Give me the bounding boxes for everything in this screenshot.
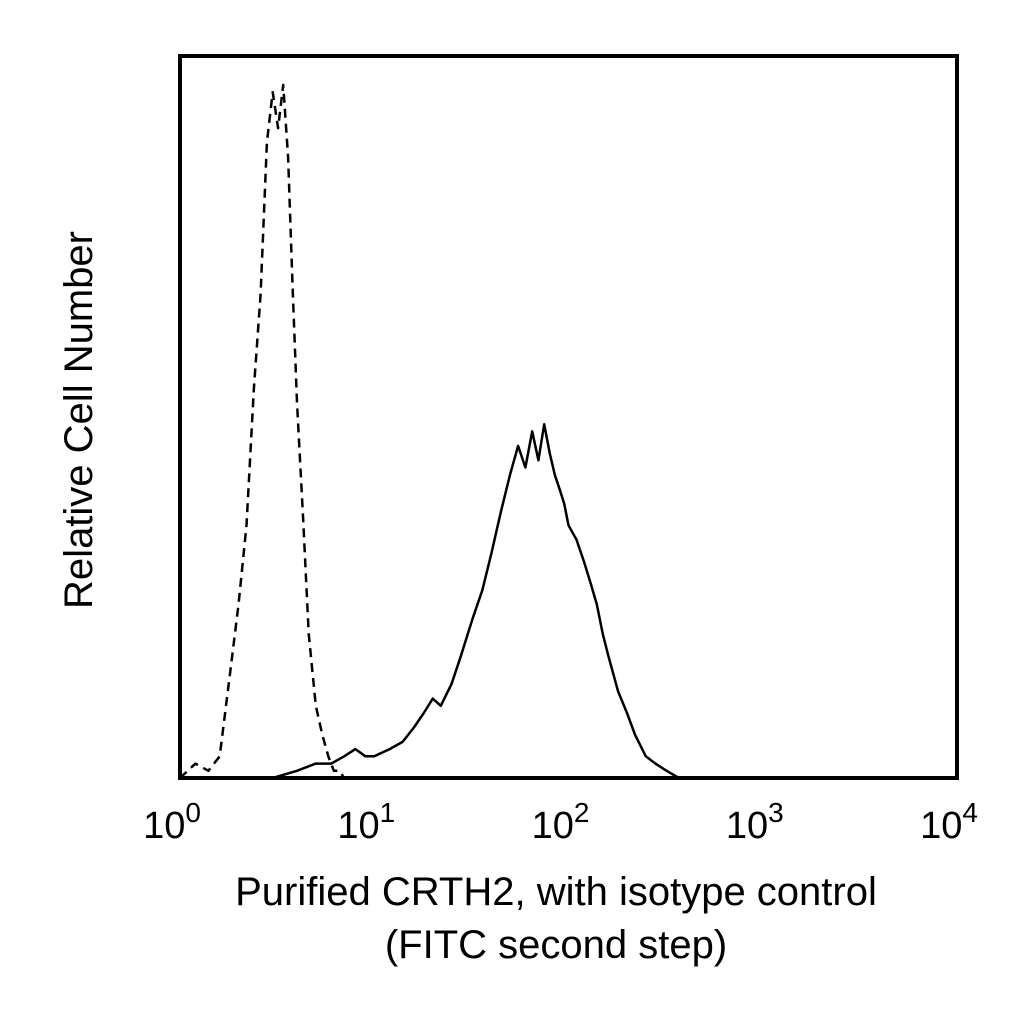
crth2-histogram: [272, 422, 680, 780]
x-tick-label: 101: [337, 797, 395, 847]
isotype-control-histogram: [179, 83, 346, 779]
x-tick-labels: 100 101 102 103 104: [143, 797, 978, 847]
x-tick-label: 102: [532, 797, 590, 847]
x-axis-label-line2: (FITC second step): [385, 923, 727, 967]
plot-frame: [178, 54, 959, 780]
x-tick-label: 104: [920, 797, 978, 847]
x-axis-label: Purified CRTH2, with isotype control: [235, 870, 877, 914]
plot-area: [179, 83, 680, 780]
x-tick-label: 100: [143, 797, 201, 847]
x-tick-label: 103: [726, 797, 784, 847]
y-axis-label: Relative Cell Number: [57, 231, 101, 609]
